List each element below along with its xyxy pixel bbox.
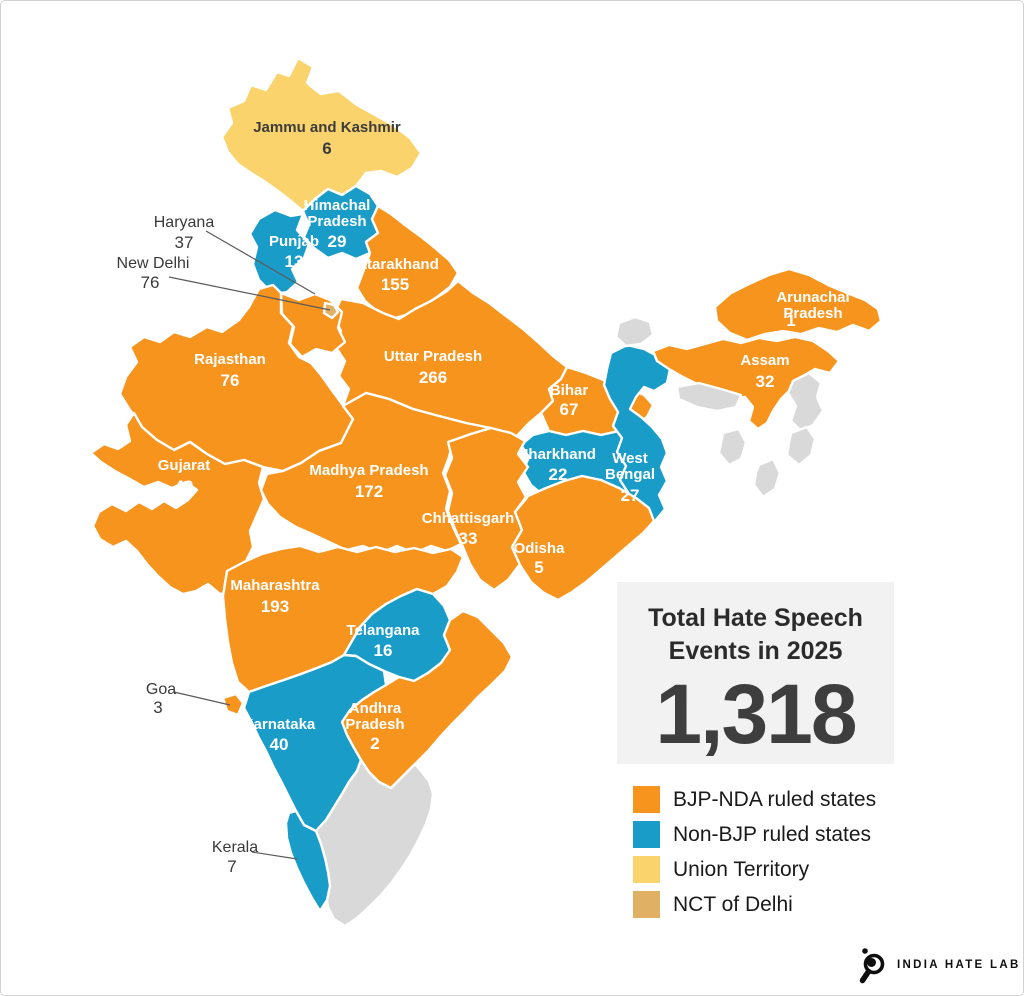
legend-label-nct-of-delhi: NCT of Delhi — [673, 892, 793, 916]
label-arunachal-pradesh: Arunachal — [776, 289, 849, 306]
value-jammu-and-kashmir: 6 — [322, 139, 331, 158]
state-kerala — [284, 809, 332, 913]
state-unlabeled-mizoram — [752, 457, 782, 499]
value-new-delhi: 76 — [141, 273, 160, 292]
value-assam: 32 — [756, 372, 775, 391]
state-chhattisgarh — [443, 426, 530, 592]
label-new-delhi: New Delhi — [117, 255, 190, 272]
value-west-bengal: 27 — [621, 486, 640, 505]
label-gujarat: Gujarat — [158, 457, 211, 474]
state-gujarat — [89, 411, 266, 596]
stat-title-line1: Total Hate Speech — [648, 604, 863, 632]
stat-value: 1,318 — [655, 667, 857, 761]
label-telangana: Telangana — [346, 622, 420, 639]
label-andhra-pradesh: Andhra — [349, 700, 402, 717]
state-odisha — [510, 474, 656, 602]
value-jharkhand: 22 — [549, 465, 568, 484]
label-uttar-pradesh: Uttar Pradesh — [384, 348, 482, 365]
legend: BJP-NDA ruled states Non-BJP ruled state… — [633, 786, 876, 926]
label-karnataka: Karnataka — [243, 716, 316, 733]
leader-line-kerala — [251, 851, 298, 860]
state-unlabeled-tamil-nadu — [314, 758, 435, 928]
value-himachal-pradesh: 29 — [328, 232, 347, 251]
logo-text: INDIA HATE LAB — [897, 959, 1021, 971]
legend-swatch-nct-of-delhi — [633, 891, 660, 918]
state-unlabeled-meghalaya — [675, 381, 743, 413]
legend-row-nct-of-delhi: NCT of Delhi — [633, 891, 876, 918]
label-bihar: Bihar — [550, 382, 589, 399]
state-unlabeled-tripura — [717, 427, 748, 467]
value-andhra-pradesh: 2 — [370, 734, 379, 753]
label-west-bengal: West — [612, 450, 648, 467]
state-unlabeled-nagaland — [786, 371, 825, 433]
label-kerala: Kerala — [212, 839, 258, 856]
value-uttarakhand: 155 — [381, 275, 409, 294]
legend-swatch-bjp-nda — [633, 786, 660, 813]
value-bihar: 67 — [560, 400, 579, 419]
label-maharashtra: Maharashtra — [230, 577, 320, 594]
state-arunachal-pradesh — [713, 267, 883, 342]
value-karnataka: 40 — [270, 735, 289, 754]
legend-label-non-bjp: Non-BJP ruled states — [673, 822, 872, 846]
label-uttarakhand: Uttarakhand — [351, 256, 439, 273]
label-goa: Goa — [146, 681, 176, 698]
value-uttar-pradesh: 266 — [419, 368, 447, 387]
leader-line-haryana — [205, 230, 316, 295]
value-goa: 3 — [153, 698, 162, 717]
value-odisha: 5 — [534, 558, 543, 577]
label-andhra-pradesh-2: Pradesh — [345, 716, 404, 733]
label-madhya-pradesh: Madhya Pradesh — [309, 462, 428, 479]
label-punjab: Punjab — [269, 233, 319, 250]
value-arunachal-pradesh: 1 — [786, 311, 795, 330]
value-punjab: 13 — [285, 252, 304, 271]
leader-line-goa — [173, 691, 231, 706]
magnifier-logo-icon — [859, 948, 885, 984]
value-chhattisgarh: 33 — [459, 529, 478, 548]
legend-label-union-territory: Union Territory — [673, 857, 810, 881]
value-gujarat: 40 — [175, 477, 194, 496]
label-jammu-and-kashmir: Jammu and Kashmir — [253, 119, 401, 136]
stat-title-line2: Events in 2025 — [668, 637, 843, 665]
legend-row-bjp-nda: BJP-NDA ruled states — [633, 786, 876, 813]
india-hate-lab-logo: INDIA HATE LAB — [855, 945, 1021, 985]
legend-row-union-territory: Union Territory — [633, 856, 876, 883]
value-maharashtra: 193 — [261, 597, 289, 616]
label-chhattisgarh: Chhattisgarh — [422, 510, 515, 527]
label-jharkhand: Jharkhand — [520, 446, 596, 463]
value-madhya-pradesh: 172 — [355, 482, 383, 501]
value-telangana: 16 — [374, 641, 393, 660]
legend-swatch-non-bjp — [633, 821, 660, 848]
state-unlabeled-manipur — [785, 425, 817, 467]
total-stat-box: Total Hate Speech Events in 2025 1,318 — [617, 582, 894, 764]
label-rajasthan: Rajasthan — [194, 351, 266, 368]
legend-label-bjp-nda: BJP-NDA ruled states — [673, 787, 877, 811]
value-rajasthan: 76 — [221, 371, 240, 390]
leader-line-new-delhi — [168, 276, 331, 311]
state-nct-of-delhi — [322, 301, 340, 320]
state-karnataka — [242, 653, 388, 833]
value-haryana: 37 — [175, 233, 194, 252]
label-west-bengal-2: Bengal — [605, 466, 655, 483]
state-west-bengal — [602, 343, 672, 532]
legend-swatch-union-territory — [633, 856, 660, 883]
label-arunachal-pradesh-2: Pradesh — [783, 305, 842, 322]
value-kerala: 7 — [227, 857, 236, 876]
state-unlabeled-sikkim — [614, 315, 655, 348]
label-himachal-pradesh: Himachal — [304, 197, 371, 214]
label-haryana: Haryana — [154, 214, 215, 231]
legend-row-non-bjp: Non-BJP ruled states — [633, 821, 876, 848]
state-goa — [221, 692, 245, 717]
label-himachal-pradesh-2: Pradesh — [307, 213, 366, 230]
label-odisha: Odisha — [514, 540, 566, 557]
label-assam: Assam — [740, 352, 789, 369]
